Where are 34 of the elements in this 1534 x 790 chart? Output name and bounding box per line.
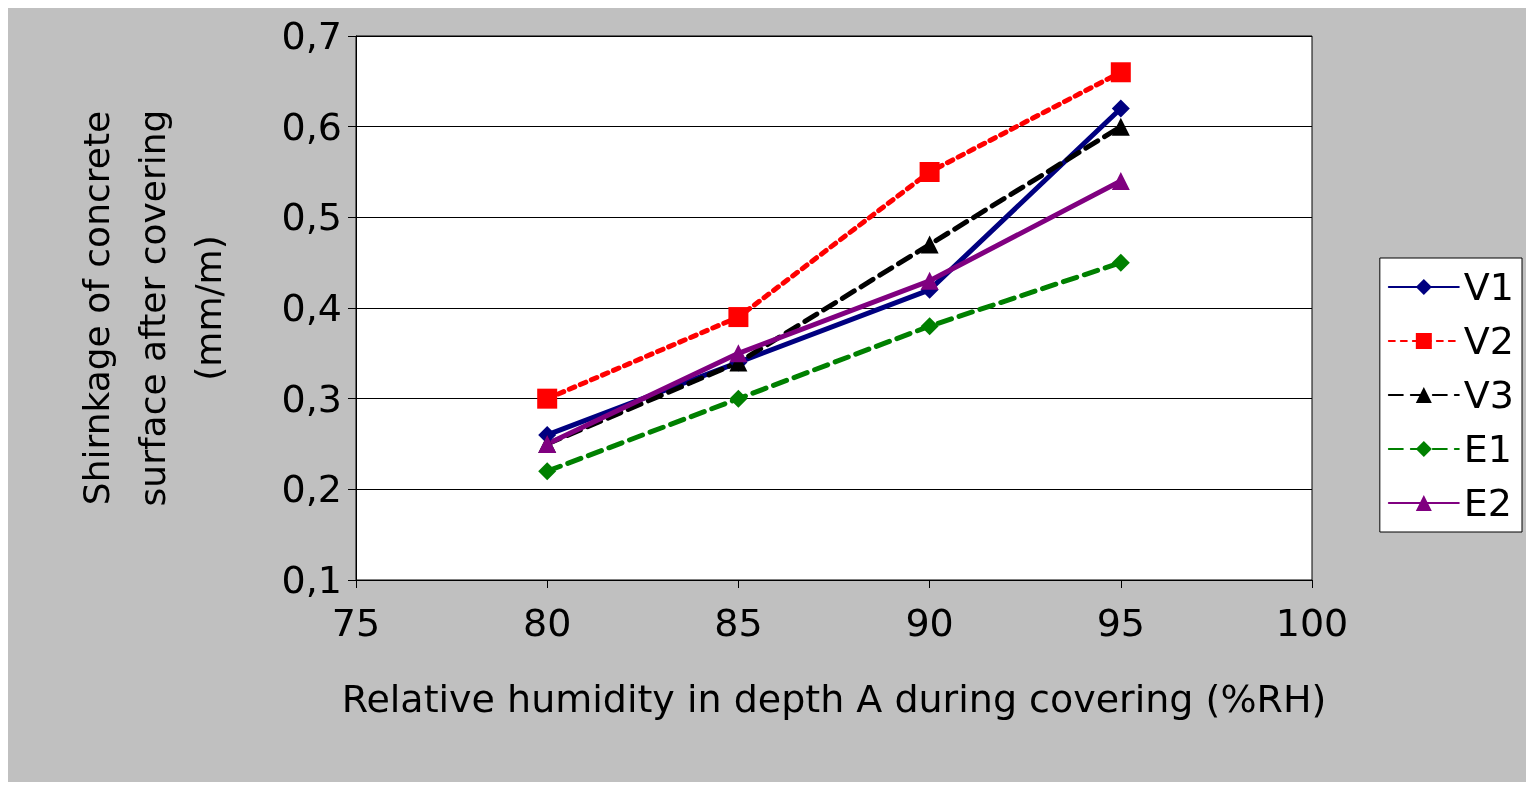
x-tick-label: 80 [523,601,572,645]
point [729,344,748,363]
point [1110,62,1131,83]
x-tick-label: 95 [1096,601,1145,645]
y-tick-label: 0,2 [281,467,342,512]
legend-label: V2 [1463,319,1514,363]
point [1111,172,1130,191]
y-tick-label: 0,5 [281,195,342,240]
point [1111,253,1130,272]
x-tick-label: 100 [1275,601,1349,645]
y-tick-label: 0,4 [281,286,342,330]
y-tick-label: 0,3 [281,376,342,421]
y-tick-label: 0,1 [281,558,342,602]
point [920,271,939,290]
point [1111,117,1130,136]
y-tick-label: 0,7 [281,14,342,58]
x-tick-label: 75 [331,601,381,645]
x-tick-label: 90 [905,601,954,645]
point [920,317,939,336]
point [1111,99,1130,118]
point [729,389,748,408]
point [538,462,557,481]
legend-label: E1 [1463,427,1513,471]
point [537,388,558,409]
legend-label: E2 [1463,481,1513,525]
legend-label: V1 [1463,265,1514,309]
legend-label: V3 [1463,373,1514,417]
y-axis-title: Shirnkage of concrete surface after covering (mm/m) [75,109,229,507]
x-axis-title: Relative humidity in depth A during covering (%RH) [341,677,1327,721]
point [728,307,749,328]
x-tick-label: 85 [714,601,763,645]
point [919,162,940,182]
y-tick-label: 0,6 [281,104,342,149]
point [920,235,939,254]
